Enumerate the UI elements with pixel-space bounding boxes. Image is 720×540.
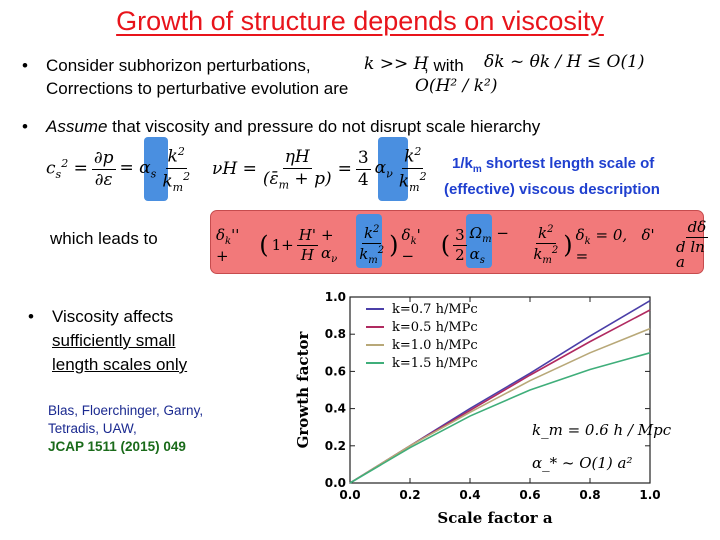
bullet1-prefix: Consider subhorizon perturbations,: [46, 56, 311, 75]
leads-to-label: which leads to: [50, 229, 158, 248]
legend-entry: k=1.5 h/MPc: [392, 356, 478, 371]
x-tick-label: 0.0: [339, 488, 360, 502]
bullet1-correction: O(H² / k²): [415, 76, 498, 96]
annotation-km: k_m = 0.6 h / Mpc: [532, 421, 672, 439]
slide-title: Growth of structure depends on viscosity: [116, 6, 604, 36]
legend-entry: k=0.5 h/MPc: [392, 320, 478, 335]
bullet1-condition: k >> H: [364, 54, 429, 74]
bullet2-italic: Assume: [46, 117, 108, 136]
bullet3-line1: Viscosity affects: [52, 307, 174, 326]
highlight-box: [356, 214, 382, 268]
equation-sound-speed: cs2 = ∂p ∂ε = αs k2 km2: [46, 145, 191, 194]
main-equation-box: [210, 210, 704, 274]
bullet1-with: , with: [424, 56, 464, 75]
y-tick-label: 0.6: [325, 364, 346, 378]
y-tick-label: 0.8: [325, 327, 346, 341]
y-tick-label: 1.0: [325, 290, 346, 304]
bullet3-line3: length scales only: [52, 355, 188, 374]
highlight-box: [378, 137, 408, 201]
highlight-box: [144, 137, 168, 201]
series-line-3: [349, 327, 651, 484]
series-line-4: [349, 352, 651, 484]
bullet2-rest: that viscosity and pressure do not disru…: [107, 117, 541, 136]
highlight-box: [466, 214, 492, 268]
x-tick-label: 0.2: [399, 488, 420, 502]
x-tick-label: 0.8: [579, 488, 600, 502]
x-tick-label: 0.4: [459, 488, 480, 502]
bullet-dot: •: [22, 117, 28, 136]
bullet2-text: Assume that viscosity and pressure do no…: [46, 116, 540, 138]
bullet3-line2: sufficiently small: [52, 331, 176, 350]
bullet-dot: •: [22, 56, 28, 75]
y-axis-label: Growth factor: [294, 330, 312, 448]
y-tick-label: 0.4: [325, 402, 346, 416]
x-tick-label: 1.0: [639, 488, 660, 502]
bullet1-line2: Corrections to perturbative evolution ar…: [46, 79, 349, 98]
x-tick-label: 0.6: [519, 488, 540, 502]
y-tick-label: 0.0: [325, 476, 346, 490]
y-tick-label: 0.2: [325, 439, 346, 453]
annotation-shortest-scale: 1/km shortest length scale of (effective…: [444, 155, 660, 198]
x-axis-label: Scale factor a: [437, 509, 553, 527]
bullet1-delta-relation: δk ~ θk / H ≤ O(1): [484, 52, 645, 72]
growth-factor-chart: 0.0 0.2 0.4 0.6 0.8 1.0 0.0 0.2 0.4 0.6 0.8 1.0 k=0…: [294, 290, 672, 527]
reference: Blas, Floerchinger, Garny, Tetradis, UAW…: [48, 403, 204, 454]
legend-entry: k=0.7 h/MPc: [392, 302, 478, 317]
legend-entry: k=1.0 h/MPc: [392, 338, 478, 353]
bullet-dot: •: [28, 307, 34, 326]
annotation-alpha: α_* ~ O(1) a²: [532, 454, 633, 472]
